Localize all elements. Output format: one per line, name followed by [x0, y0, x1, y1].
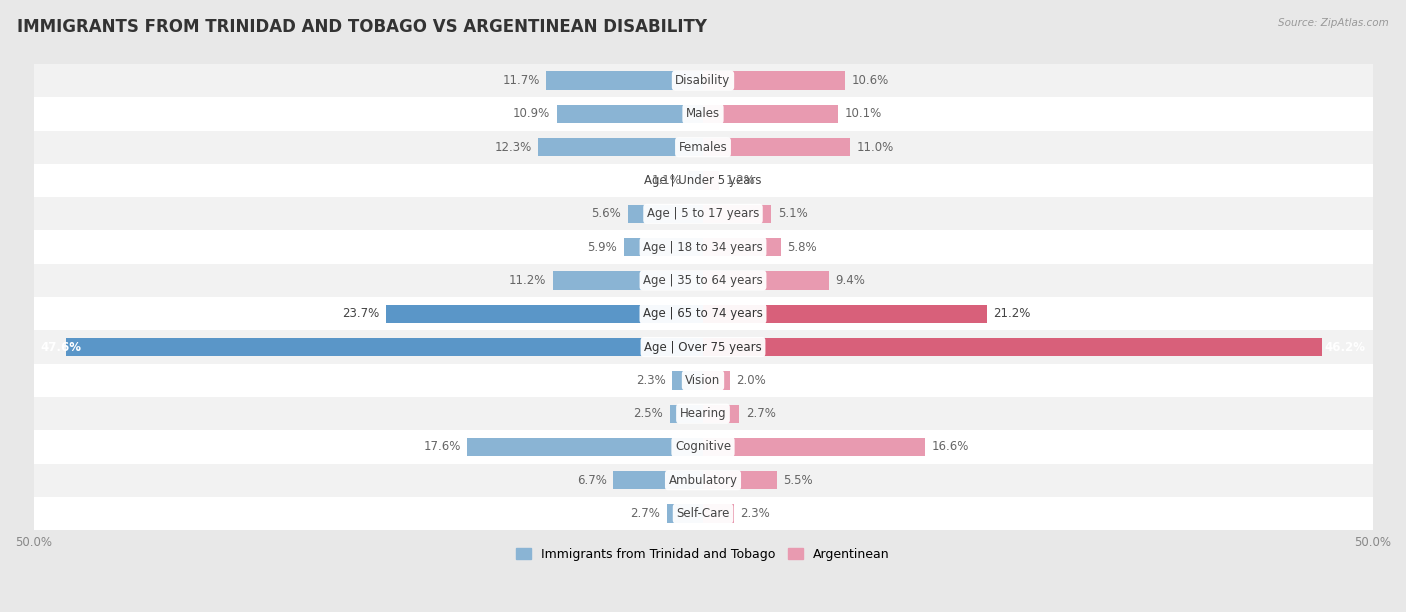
Text: Females: Females [679, 141, 727, 154]
Bar [703, 271, 830, 289]
Text: 47.6%: 47.6% [41, 340, 82, 354]
Text: Age | 5 to 17 years: Age | 5 to 17 years [647, 207, 759, 220]
Bar [467, 438, 703, 456]
Bar [34, 430, 1372, 464]
Text: IMMIGRANTS FROM TRINIDAD AND TOBAGO VS ARGENTINEAN DISABILITY: IMMIGRANTS FROM TRINIDAD AND TOBAGO VS A… [17, 18, 707, 36]
Bar [34, 497, 1372, 530]
Text: Age | 35 to 64 years: Age | 35 to 64 years [643, 274, 763, 287]
Text: Source: ZipAtlas.com: Source: ZipAtlas.com [1278, 18, 1389, 28]
Text: 23.7%: 23.7% [342, 307, 380, 320]
Text: 9.4%: 9.4% [835, 274, 866, 287]
Bar [672, 371, 703, 389]
Text: 1.2%: 1.2% [725, 174, 755, 187]
Text: 2.3%: 2.3% [741, 507, 770, 520]
Text: 2.3%: 2.3% [636, 374, 665, 387]
Bar [34, 397, 1372, 430]
Bar [703, 305, 987, 323]
Bar [703, 171, 718, 190]
Text: 6.7%: 6.7% [576, 474, 606, 487]
Text: 10.1%: 10.1% [845, 108, 882, 121]
Text: 17.6%: 17.6% [423, 441, 461, 453]
Text: 10.9%: 10.9% [513, 108, 550, 121]
Text: 5.9%: 5.9% [588, 241, 617, 253]
Bar [703, 471, 776, 490]
Bar [34, 330, 1372, 364]
Bar [703, 138, 851, 157]
Text: 11.2%: 11.2% [509, 274, 547, 287]
Text: 16.6%: 16.6% [932, 441, 969, 453]
Bar [547, 72, 703, 90]
Bar [613, 471, 703, 490]
Bar [34, 464, 1372, 497]
Bar [703, 371, 730, 389]
Text: 2.5%: 2.5% [633, 407, 662, 420]
Bar [34, 197, 1372, 231]
Text: 2.0%: 2.0% [737, 374, 766, 387]
Bar [34, 164, 1372, 197]
Bar [34, 297, 1372, 330]
Bar [703, 204, 772, 223]
Bar [703, 504, 734, 523]
Text: 11.0%: 11.0% [858, 141, 894, 154]
Legend: Immigrants from Trinidad and Tobago, Argentinean: Immigrants from Trinidad and Tobago, Arg… [512, 543, 894, 566]
Text: Age | 18 to 34 years: Age | 18 to 34 years [643, 241, 763, 253]
Text: 1.1%: 1.1% [652, 174, 682, 187]
Bar [666, 504, 703, 523]
Text: 2.7%: 2.7% [630, 507, 661, 520]
Text: Ambulatory: Ambulatory [668, 474, 738, 487]
Text: Disability: Disability [675, 74, 731, 87]
Bar [553, 271, 703, 289]
Text: Males: Males [686, 108, 720, 121]
Bar [669, 405, 703, 423]
Bar [703, 438, 925, 456]
Text: 5.6%: 5.6% [592, 207, 621, 220]
Bar [624, 238, 703, 256]
Bar [34, 364, 1372, 397]
Text: 21.2%: 21.2% [994, 307, 1031, 320]
Text: 5.1%: 5.1% [778, 207, 807, 220]
Text: 46.2%: 46.2% [1324, 340, 1365, 354]
Bar [703, 72, 845, 90]
Bar [34, 130, 1372, 164]
Bar [703, 105, 838, 123]
Text: 11.7%: 11.7% [502, 74, 540, 87]
Text: Self-Care: Self-Care [676, 507, 730, 520]
Bar [703, 338, 1322, 356]
Text: 5.8%: 5.8% [787, 241, 817, 253]
Text: 10.6%: 10.6% [852, 74, 889, 87]
Bar [34, 231, 1372, 264]
Text: Hearing: Hearing [679, 407, 727, 420]
Text: 12.3%: 12.3% [495, 141, 531, 154]
Bar [538, 138, 703, 157]
Text: 5.5%: 5.5% [783, 474, 813, 487]
Bar [34, 264, 1372, 297]
Bar [689, 171, 703, 190]
Text: Age | 65 to 74 years: Age | 65 to 74 years [643, 307, 763, 320]
Bar [703, 238, 780, 256]
Text: 2.7%: 2.7% [745, 407, 776, 420]
Text: Vision: Vision [685, 374, 721, 387]
Bar [66, 338, 703, 356]
Bar [34, 97, 1372, 130]
Text: Cognitive: Cognitive [675, 441, 731, 453]
Bar [628, 204, 703, 223]
Bar [385, 305, 703, 323]
Bar [557, 105, 703, 123]
Text: Age | Under 5 years: Age | Under 5 years [644, 174, 762, 187]
Text: Age | Over 75 years: Age | Over 75 years [644, 340, 762, 354]
Bar [34, 64, 1372, 97]
Bar [703, 405, 740, 423]
